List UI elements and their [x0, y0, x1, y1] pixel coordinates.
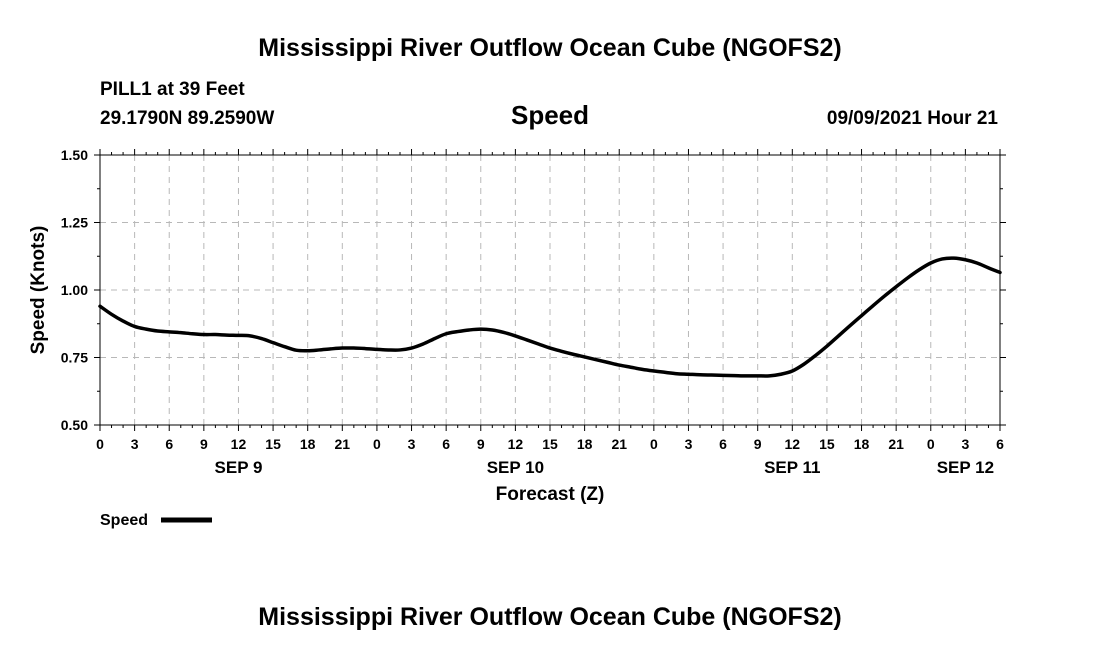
chart-title: Mississippi River Outflow Ocean Cube (NG…: [258, 34, 841, 62]
x-tick-label: 18: [300, 436, 316, 452]
x-tick-label: 18: [854, 436, 870, 452]
x-tick-label: 15: [265, 436, 281, 452]
station-label: PILL1 at 39 Feet: [100, 79, 245, 100]
parameter-title: Speed: [511, 100, 589, 130]
coordinates-label: 29.1790N 89.2590W: [100, 108, 274, 129]
x-tick-label: 6: [165, 436, 173, 452]
date-label: SEP 11: [764, 458, 820, 477]
x-tick-label: 15: [542, 436, 558, 452]
x-tick-label: 0: [927, 436, 935, 452]
x-tick-label: 3: [131, 436, 139, 452]
x-tick-label: 18: [577, 436, 593, 452]
y-tick-labels: 0.50 0.75 1.00 1.25 1.50: [61, 147, 88, 433]
x-tick-label: 3: [408, 436, 416, 452]
x-tick-label: 6: [996, 436, 1004, 452]
date-label: SEP 10: [487, 458, 544, 477]
timestamp-label: 09/09/2021 Hour 21: [827, 108, 999, 129]
y-axis-title: Speed (Knots): [28, 226, 49, 355]
x-tick-label: 21: [888, 436, 904, 452]
y-tick-label: 1.50: [61, 147, 88, 163]
x-axis-title: Forecast (Z): [496, 484, 605, 505]
footer-title: Mississippi River Outflow Ocean Cube (NG…: [258, 603, 841, 631]
axis-ticks: [94, 149, 1006, 431]
x-tick-label: 0: [650, 436, 658, 452]
y-tick-label: 0.50: [61, 417, 88, 433]
x-tick-label: 3: [961, 436, 969, 452]
x-tick-label: 21: [611, 436, 627, 452]
date-label: SEP 9: [215, 458, 263, 477]
y-tick-label: 1.25: [61, 215, 88, 231]
x-tick-label: 0: [373, 436, 381, 452]
x-tick-label: 12: [231, 436, 247, 452]
x-tick-label: 3: [685, 436, 693, 452]
date-label: SEP 12: [937, 458, 994, 477]
x-tick-label: 6: [719, 436, 727, 452]
series-line-speed: [98, 256, 1002, 378]
x-tick-label: 21: [335, 436, 351, 452]
date-labels: SEP 9 SEP 10 SEP 11 SEP 12: [215, 458, 995, 477]
x-tick-labels: 0 3 6 9 12 15 18 21 0 3 6 9 12 15 18 21 0 3 6 9 12 15 18 21 0 3 6: [96, 436, 1004, 452]
x-tick-label: 12: [508, 436, 524, 452]
gridlines: [100, 155, 1000, 425]
x-tick-label: 6: [442, 436, 450, 452]
x-tick-label: 15: [819, 436, 835, 452]
x-tick-label: 9: [477, 436, 485, 452]
y-tick-label: 0.75: [61, 350, 88, 366]
x-tick-label: 9: [754, 436, 762, 452]
x-tick-label: 12: [785, 436, 801, 452]
legend-label: Speed: [100, 512, 148, 529]
x-tick-label: 0: [96, 436, 104, 452]
x-tick-label: 9: [200, 436, 208, 452]
series-layer: [98, 256, 1002, 378]
y-tick-label: 1.00: [61, 282, 88, 298]
